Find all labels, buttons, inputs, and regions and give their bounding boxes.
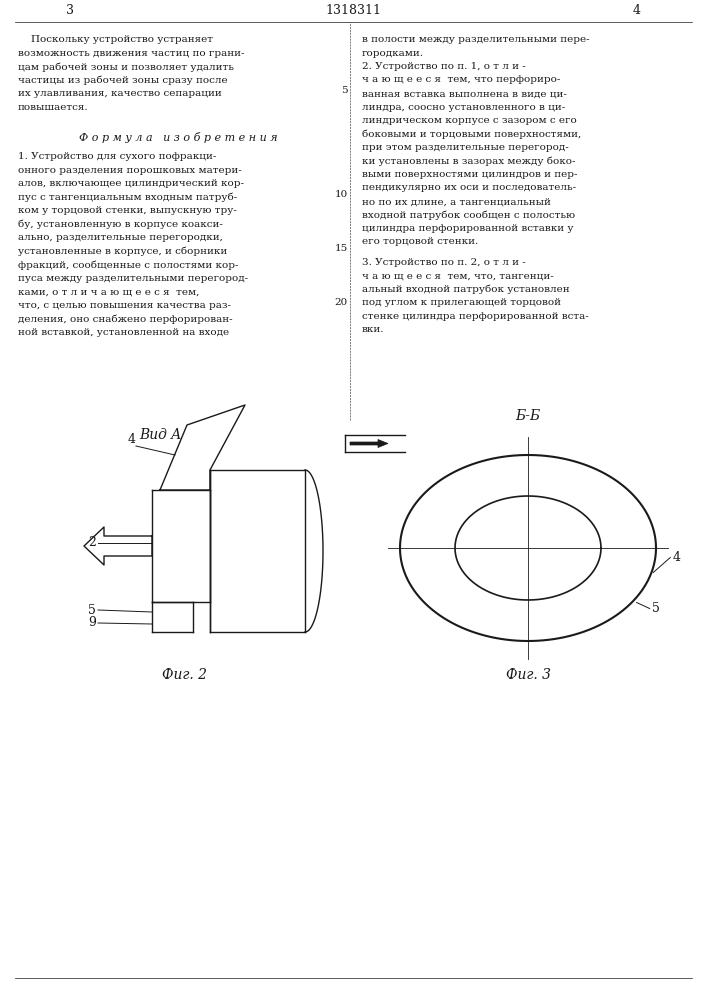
Text: альный входной патрубок установлен: альный входной патрубок установлен bbox=[362, 285, 570, 294]
Text: линдрическом корпусе с зазором с его: линдрическом корпусе с зазором с его bbox=[362, 116, 577, 125]
Text: что, с целью повышения качества раз-: что, с целью повышения качества раз- bbox=[18, 301, 231, 310]
Text: онного разделения порошковых матери-: онного разделения порошковых матери- bbox=[18, 166, 242, 175]
Text: 1. Устройство для сухого пофракци-: 1. Устройство для сухого пофракци- bbox=[18, 152, 216, 161]
Text: ч а ю щ е е с я  тем, что, тангенци-: ч а ю щ е е с я тем, что, тангенци- bbox=[362, 271, 554, 280]
Text: пус с тангенциальным входным патруб-: пус с тангенциальным входным патруб- bbox=[18, 193, 238, 202]
Text: деления, оно снабжено перфорирован-: деления, оно снабжено перфорирован- bbox=[18, 314, 233, 324]
Text: фракций, сообщенные с полостями кор-: фракций, сообщенные с полостями кор- bbox=[18, 260, 238, 270]
Text: 5: 5 bbox=[341, 86, 348, 95]
Text: Б-Б: Б-Б bbox=[515, 409, 541, 423]
Text: возможность движения частиц по грани-: возможность движения частиц по грани- bbox=[18, 48, 245, 57]
Text: ками, о т л и ч а ю щ е е с я  тем,: ками, о т л и ч а ю щ е е с я тем, bbox=[18, 287, 199, 296]
Text: алов, включающее цилиндрический кор-: алов, включающее цилиндрический кор- bbox=[18, 179, 244, 188]
Text: Фиг. 3: Фиг. 3 bbox=[506, 668, 551, 682]
Text: ванная вставка выполнена в виде ци-: ванная вставка выполнена в виде ци- bbox=[362, 89, 567, 98]
Text: при этом разделительные перегород-: при этом разделительные перегород- bbox=[362, 143, 568, 152]
Text: ально, разделительные перегородки,: ально, разделительные перегородки, bbox=[18, 233, 223, 242]
Text: пуса между разделительными перегород-: пуса между разделительными перегород- bbox=[18, 274, 248, 283]
Text: бу, установленную в корпусе коакси-: бу, установленную в корпусе коакси- bbox=[18, 220, 223, 229]
Text: их улавливания, качество сепарации: их улавливания, качество сепарации bbox=[18, 89, 222, 98]
Text: 5: 5 bbox=[652, 602, 660, 615]
Text: вки.: вки. bbox=[362, 325, 385, 334]
Text: 3. Устройство по п. 2, о т л и -: 3. Устройство по п. 2, о т л и - bbox=[362, 258, 526, 267]
Text: Поскольку устройство устраняет: Поскольку устройство устраняет bbox=[18, 35, 213, 44]
Text: линдра, соосно установленного в ци-: линдра, соосно установленного в ци- bbox=[362, 103, 566, 111]
Text: входной патрубок сообщен с полостью: входной патрубок сообщен с полостью bbox=[362, 211, 575, 220]
FancyArrow shape bbox=[350, 440, 388, 448]
Text: 3: 3 bbox=[66, 4, 74, 17]
Text: Вид A: Вид A bbox=[139, 428, 181, 442]
Text: стенке цилиндра перфорированной вста-: стенке цилиндра перфорированной вста- bbox=[362, 312, 589, 321]
Text: 5: 5 bbox=[88, 603, 96, 616]
Text: ч а ю щ е е с я  тем, что перфориро-: ч а ю щ е е с я тем, что перфориро- bbox=[362, 76, 561, 85]
Text: ной вставкой, установленной на входе: ной вставкой, установленной на входе bbox=[18, 328, 229, 337]
Text: Ф о р м у л а   и з о б р е т е н и я: Ф о р м у л а и з о б р е т е н и я bbox=[78, 132, 277, 143]
Text: но по их длине, а тангенциальный: но по их длине, а тангенциальный bbox=[362, 197, 551, 206]
Text: боковыми и торцовыми поверхностями,: боковыми и торцовыми поверхностями, bbox=[362, 129, 581, 139]
Text: цам рабочей зоны и позволяет удалить: цам рабочей зоны и позволяет удалить bbox=[18, 62, 234, 72]
Text: 20: 20 bbox=[334, 298, 348, 307]
Text: 2. Устройство по п. 1, о т л и -: 2. Устройство по п. 1, о т л и - bbox=[362, 62, 526, 71]
Text: ком у торцовой стенки, выпускную тру-: ком у торцовой стенки, выпускную тру- bbox=[18, 206, 237, 215]
Text: в полости между разделительными пере-: в полости между разделительными пере- bbox=[362, 35, 590, 44]
Text: ки установлены в зазорах между боко-: ки установлены в зазорах между боко- bbox=[362, 156, 575, 166]
Text: 4: 4 bbox=[633, 4, 641, 17]
Text: 10: 10 bbox=[334, 190, 348, 199]
Text: 9: 9 bbox=[88, 616, 96, 630]
Text: 4: 4 bbox=[128, 433, 136, 446]
Text: выми поверхностями цилиндров и пер-: выми поверхностями цилиндров и пер- bbox=[362, 170, 578, 179]
Text: под углом к прилегающей торцовой: под углом к прилегающей торцовой bbox=[362, 298, 561, 307]
Text: 2: 2 bbox=[88, 536, 96, 550]
Text: повышается.: повышается. bbox=[18, 103, 88, 111]
Text: пендикулярно их оси и последователь-: пендикулярно их оси и последователь- bbox=[362, 184, 576, 192]
Text: городками.: городками. bbox=[362, 48, 424, 57]
Text: 1318311: 1318311 bbox=[325, 4, 381, 17]
Text: Фиг. 2: Фиг. 2 bbox=[163, 668, 207, 682]
Text: частицы из рабочей зоны сразу после: частицы из рабочей зоны сразу после bbox=[18, 76, 228, 85]
Text: его торцовой стенки.: его торцовой стенки. bbox=[362, 237, 478, 246]
Text: 4: 4 bbox=[672, 551, 680, 564]
Text: установленные в корпусе, и сборники: установленные в корпусе, и сборники bbox=[18, 247, 227, 256]
Text: цилиндра перфорированной вставки у: цилиндра перфорированной вставки у bbox=[362, 224, 573, 233]
Text: 15: 15 bbox=[334, 244, 348, 253]
